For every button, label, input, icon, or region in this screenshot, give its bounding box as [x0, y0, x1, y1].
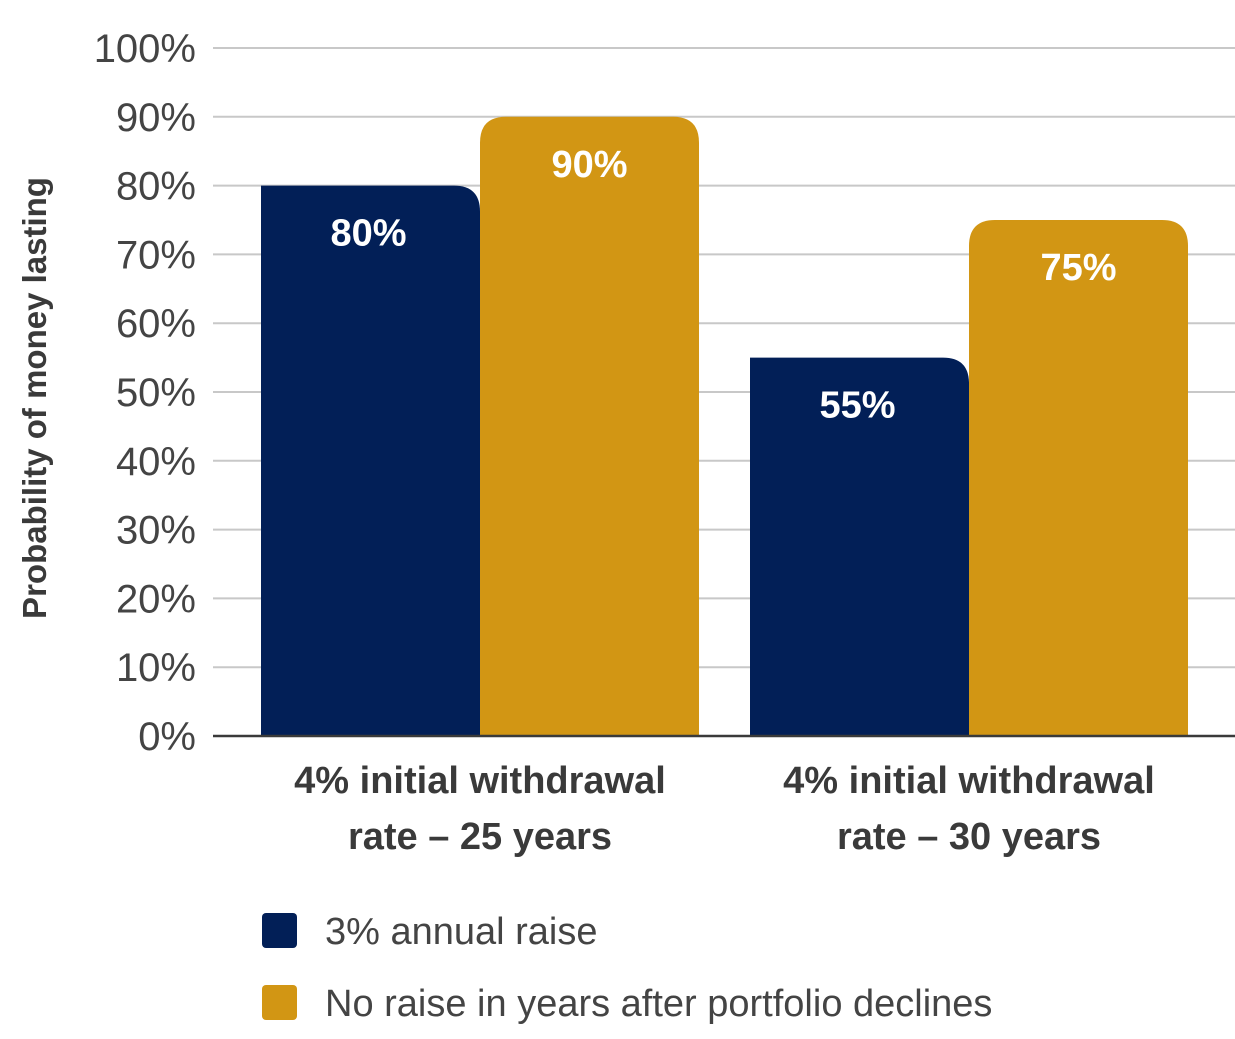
x-axis-category-labels: 4% initial withdrawal rate – 25 years 4% i…	[294, 760, 1155, 858]
y-tick-label: 90%	[116, 96, 196, 140]
bars: 80% 90% 55% 75%	[261, 116, 1188, 737]
y-tick-label: 80%	[116, 165, 196, 209]
category-label: 4% initial withdrawal	[294, 760, 666, 802]
legend-label: 3% annual raise	[325, 911, 598, 953]
data-label: 80%	[330, 213, 406, 255]
y-tick-label: 0%	[138, 715, 196, 759]
data-label: 55%	[819, 385, 895, 427]
y-tick-label: 10%	[116, 646, 196, 690]
legend-swatch	[262, 913, 297, 948]
category-label: 4% initial withdrawal	[783, 760, 1155, 802]
y-axis-label: Probability of money lasting	[16, 177, 53, 619]
legend: 3% annual raise No raise in years after p…	[262, 911, 992, 1025]
category-label: rate – 25 years	[348, 816, 612, 858]
y-tick-label: 70%	[116, 233, 196, 277]
y-tick-label: 20%	[116, 577, 196, 621]
bar-no-raise-1	[480, 116, 699, 737]
bar-no-raise-2	[969, 220, 1188, 736]
bar-annual-raise-2	[750, 357, 969, 736]
category-label: rate – 30 years	[837, 816, 1101, 858]
data-label: 90%	[551, 144, 627, 186]
legend-label: No raise in years after portfolio declin…	[325, 983, 992, 1025]
data-label: 75%	[1040, 247, 1116, 289]
legend-swatch	[262, 985, 297, 1020]
y-tick-label: 40%	[116, 440, 196, 484]
y-tick-label: 60%	[116, 302, 196, 346]
y-tick-label: 100%	[94, 27, 196, 71]
y-tick-label: 50%	[116, 371, 196, 415]
bar-annual-raise-1	[261, 185, 480, 737]
y-tick-label: 30%	[116, 509, 196, 553]
y-axis-tick-labels: 0% 10% 20% 30% 40% 50% 60% 70% 80% 90% 100%	[94, 27, 196, 759]
